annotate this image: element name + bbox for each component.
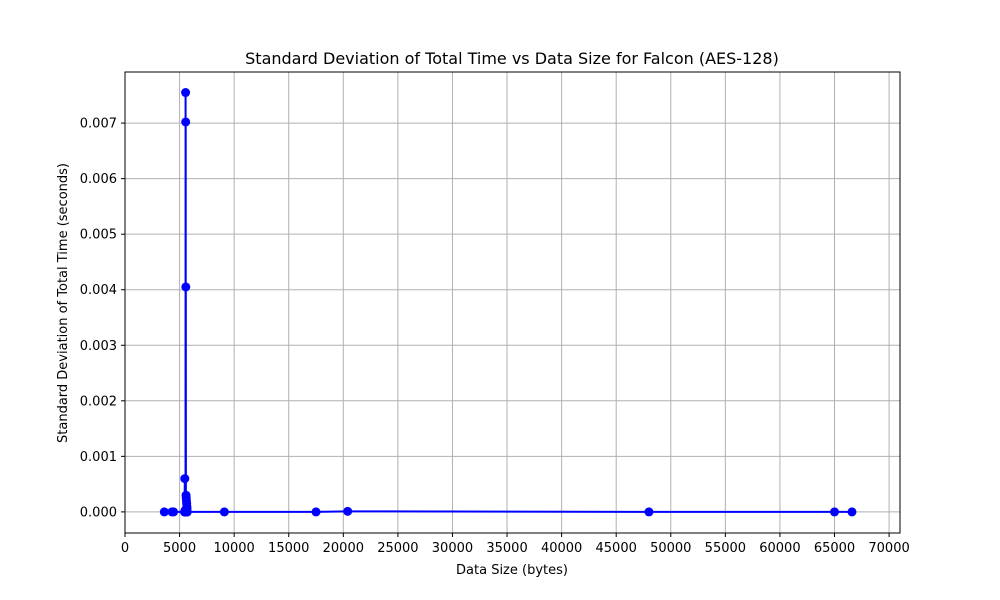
y-tick-label: 0.005 (80, 228, 117, 243)
chart-title: Standard Deviation of Total Time vs Data… (245, 49, 779, 68)
data-point (343, 506, 353, 516)
y-tick-label: 0.003 (80, 339, 117, 354)
data-point (644, 507, 654, 517)
x-tick-label: 20000 (323, 541, 364, 556)
data-point (180, 474, 190, 484)
x-tick-label: 65000 (814, 541, 855, 556)
y-axis-ticks: 0.000 0.001 0.002 0.003 0.004 0.005 0.006 0.007 (80, 117, 125, 520)
x-tick-label: 10000 (213, 541, 254, 556)
x-tick-label: 50000 (650, 541, 691, 556)
x-tick-label: 45000 (596, 541, 637, 556)
x-tick-label: 15000 (268, 541, 309, 556)
data-point (182, 507, 192, 517)
data-point (159, 507, 169, 517)
grid-lines (124, 72, 900, 533)
x-axis-ticks: 0 5000 10000 15000 20000 25000 30000 35000 40000… (121, 533, 910, 556)
data-point (181, 282, 191, 292)
y-tick-label: 0.001 (80, 450, 117, 465)
y-tick-label: 0.006 (80, 172, 117, 187)
y-tick-label: 0.004 (80, 283, 117, 298)
y-tick-label: 0.000 (80, 505, 117, 520)
data-series (159, 88, 857, 517)
data-point (847, 507, 857, 517)
x-axis-label: Data Size (bytes) (456, 563, 568, 578)
x-tick-label: 30000 (432, 541, 473, 556)
data-point (181, 88, 191, 98)
data-point (219, 507, 229, 517)
x-tick-label: 70000 (868, 541, 909, 556)
x-tick-label: 35000 (486, 541, 527, 556)
data-point (311, 507, 321, 517)
data-point (830, 507, 840, 517)
x-tick-label: 5000 (163, 541, 196, 556)
x-tick-label: 60000 (759, 541, 800, 556)
x-tick-label: 25000 (377, 541, 418, 556)
plot-frame (124, 71, 901, 534)
y-tick-label: 0.002 (80, 394, 117, 409)
data-point (181, 117, 191, 127)
y-axis-label: Standard Deviation of Total Time (second… (56, 163, 71, 443)
x-tick-label: 0 (121, 541, 129, 556)
data-point (169, 507, 179, 517)
x-tick-label: 40000 (541, 541, 582, 556)
y-tick-label: 0.007 (80, 117, 117, 132)
x-tick-label: 55000 (705, 541, 746, 556)
